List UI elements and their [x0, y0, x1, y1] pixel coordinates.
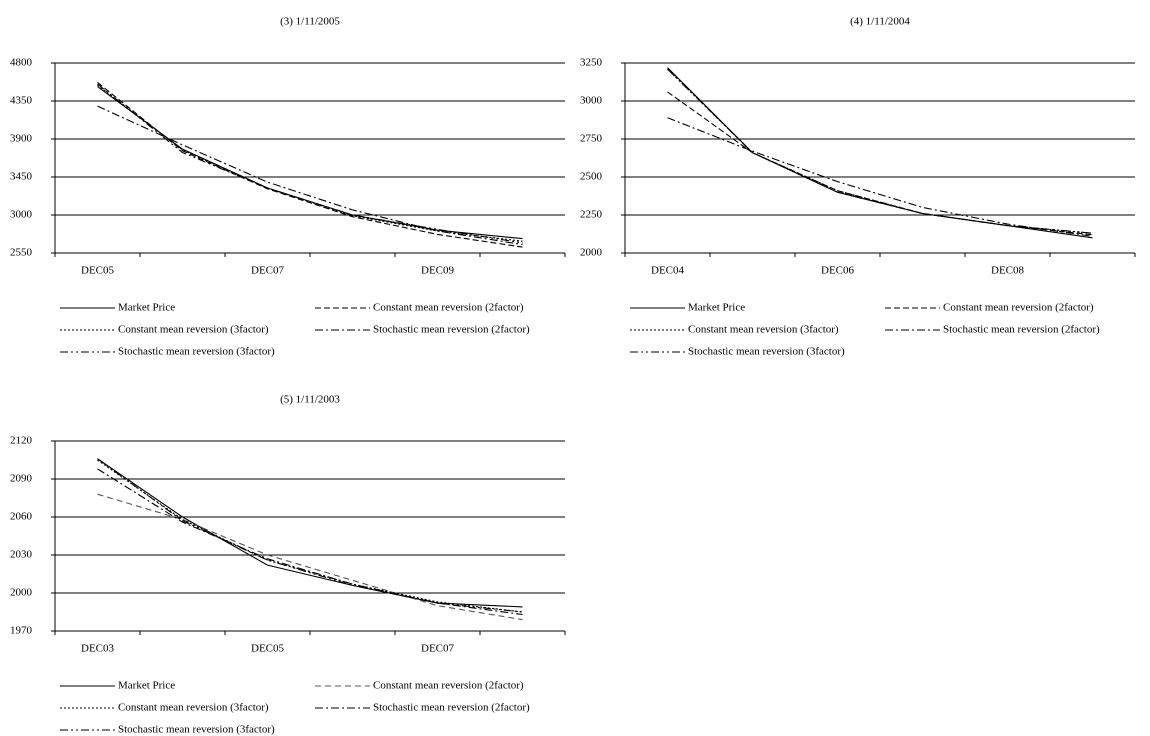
y-tick-label: 3900 [10, 133, 33, 145]
y-tick-label: 3450 [10, 171, 33, 183]
y-tick-label: 3000 [10, 209, 33, 221]
series-line [97, 83, 523, 244]
x-tick-label: DEC07 [421, 643, 455, 655]
y-tick-label: 2090 [10, 473, 33, 485]
series-line [667, 67, 1093, 239]
chart-title: (4) 1/11/2004 [850, 16, 910, 28]
series-line [97, 458, 523, 613]
legend-label: Constant mean reversion (3factor) [688, 324, 839, 336]
legend-label: Market Price [688, 302, 745, 314]
series-line [97, 81, 523, 248]
y-tick-label: 2000 [580, 247, 603, 259]
series-line [97, 105, 523, 246]
x-tick-label: DEC05 [81, 265, 115, 277]
legend-label: Stochastic mean reversion (3factor) [118, 346, 275, 358]
y-tick-label: 2060 [10, 511, 33, 523]
legend-label: Constant mean reversion (3factor) [118, 702, 269, 714]
x-tick-label: DEC09 [421, 265, 455, 277]
legend-label: Constant mean reversion (3factor) [118, 324, 269, 336]
y-tick-label: 4800 [10, 57, 33, 69]
series-line [667, 91, 1093, 236]
y-tick-label: 3250 [580, 57, 603, 69]
y-tick-label: 3000 [580, 95, 603, 107]
series-line [97, 84, 523, 242]
y-tick-label: 1970 [10, 625, 33, 637]
series-line [97, 459, 523, 613]
series-line [97, 86, 523, 240]
series-line [97, 493, 523, 621]
chart-title: (5) 1/11/2003 [280, 394, 340, 406]
legend-label: Stochastic mean reversion (3factor) [118, 724, 275, 736]
chart-title: (3) 1/11/2005 [280, 16, 340, 28]
legend-label: Constant mean reversion (2factor) [373, 680, 524, 692]
y-tick-label: 2750 [580, 133, 603, 145]
y-tick-label: 2550 [10, 247, 33, 259]
series-line [667, 68, 1093, 234]
series-line [97, 468, 523, 616]
y-tick-label: 2250 [580, 209, 603, 221]
x-tick-label: DEC08 [991, 265, 1025, 277]
x-tick-label: DEC03 [81, 643, 115, 655]
x-tick-label: DEC05 [251, 643, 285, 655]
y-tick-label: 4350 [10, 95, 33, 107]
series-line [667, 68, 1093, 234]
y-tick-label: 2030 [10, 549, 33, 561]
series-line [667, 117, 1093, 237]
legend-label: Constant mean reversion (2factor) [373, 302, 524, 314]
legend-label: Stochastic mean reversion (2factor) [373, 702, 530, 714]
legend-label: Stochastic mean reversion (3factor) [688, 346, 845, 358]
legend-label: Market Price [118, 302, 175, 314]
legend-label: Market Price [118, 680, 175, 692]
x-tick-label: DEC04 [651, 265, 685, 277]
x-tick-label: DEC06 [821, 265, 855, 277]
y-tick-label: 2000 [10, 587, 33, 599]
x-tick-label: DEC07 [251, 265, 285, 277]
legend-label: Stochastic mean reversion (2factor) [373, 324, 530, 336]
y-tick-label: 2500 [580, 171, 603, 183]
y-tick-label: 2120 [10, 435, 33, 447]
legend-label: Constant mean reversion (2factor) [943, 302, 1094, 314]
series-line [97, 458, 523, 608]
legend-label: Stochastic mean reversion (2factor) [943, 324, 1100, 336]
